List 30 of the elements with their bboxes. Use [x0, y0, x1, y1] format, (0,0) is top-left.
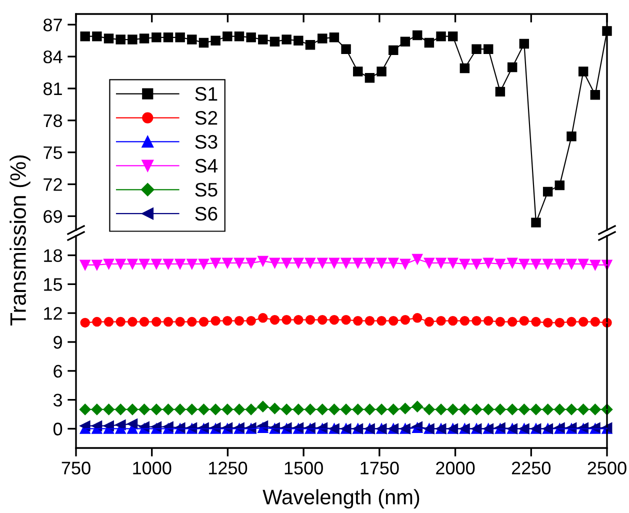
y-tick-label: 69	[44, 210, 62, 223]
legend-label: S1	[195, 87, 218, 101]
x-tick-label: 2250	[512, 462, 551, 474]
y-axis-title: Transmission (%)	[10, 155, 30, 326]
y-tick-label: 12	[44, 307, 62, 320]
legend-label: S2	[195, 111, 218, 125]
y-tick-label: 75	[44, 146, 62, 160]
y-tick-label: 72	[44, 178, 62, 191]
x-tick-label: 1750	[360, 462, 399, 474]
y-tick-label: 87	[44, 18, 62, 32]
y-tick-label: 6	[54, 364, 62, 378]
x-tick-label: 1000	[133, 462, 172, 474]
y-tick-label: 9	[54, 336, 62, 349]
legend-label: S5	[195, 182, 218, 197]
legend-label: S6	[195, 206, 218, 221]
y-tick-label: 0	[53, 422, 62, 436]
y-tick-label: 3	[53, 394, 62, 407]
legend-label: S4	[195, 158, 218, 173]
y-tick-label: 18	[44, 249, 62, 262]
x-tick-label: 2000	[436, 462, 475, 474]
x-tick-label: 750	[62, 462, 90, 474]
x-tick-label: 1500	[284, 462, 323, 474]
legend-label: S3	[195, 134, 218, 149]
y-tick-label: 84	[44, 50, 62, 64]
x-tick-label: 2500	[588, 462, 626, 474]
y-tick-label: 78	[44, 114, 62, 128]
y-tick-label: 15	[44, 278, 62, 291]
x-axis-title: Wavelength (nm)	[262, 489, 420, 509]
x-tick-label: 1250	[209, 462, 248, 474]
y-tick-label: 81	[44, 82, 62, 96]
